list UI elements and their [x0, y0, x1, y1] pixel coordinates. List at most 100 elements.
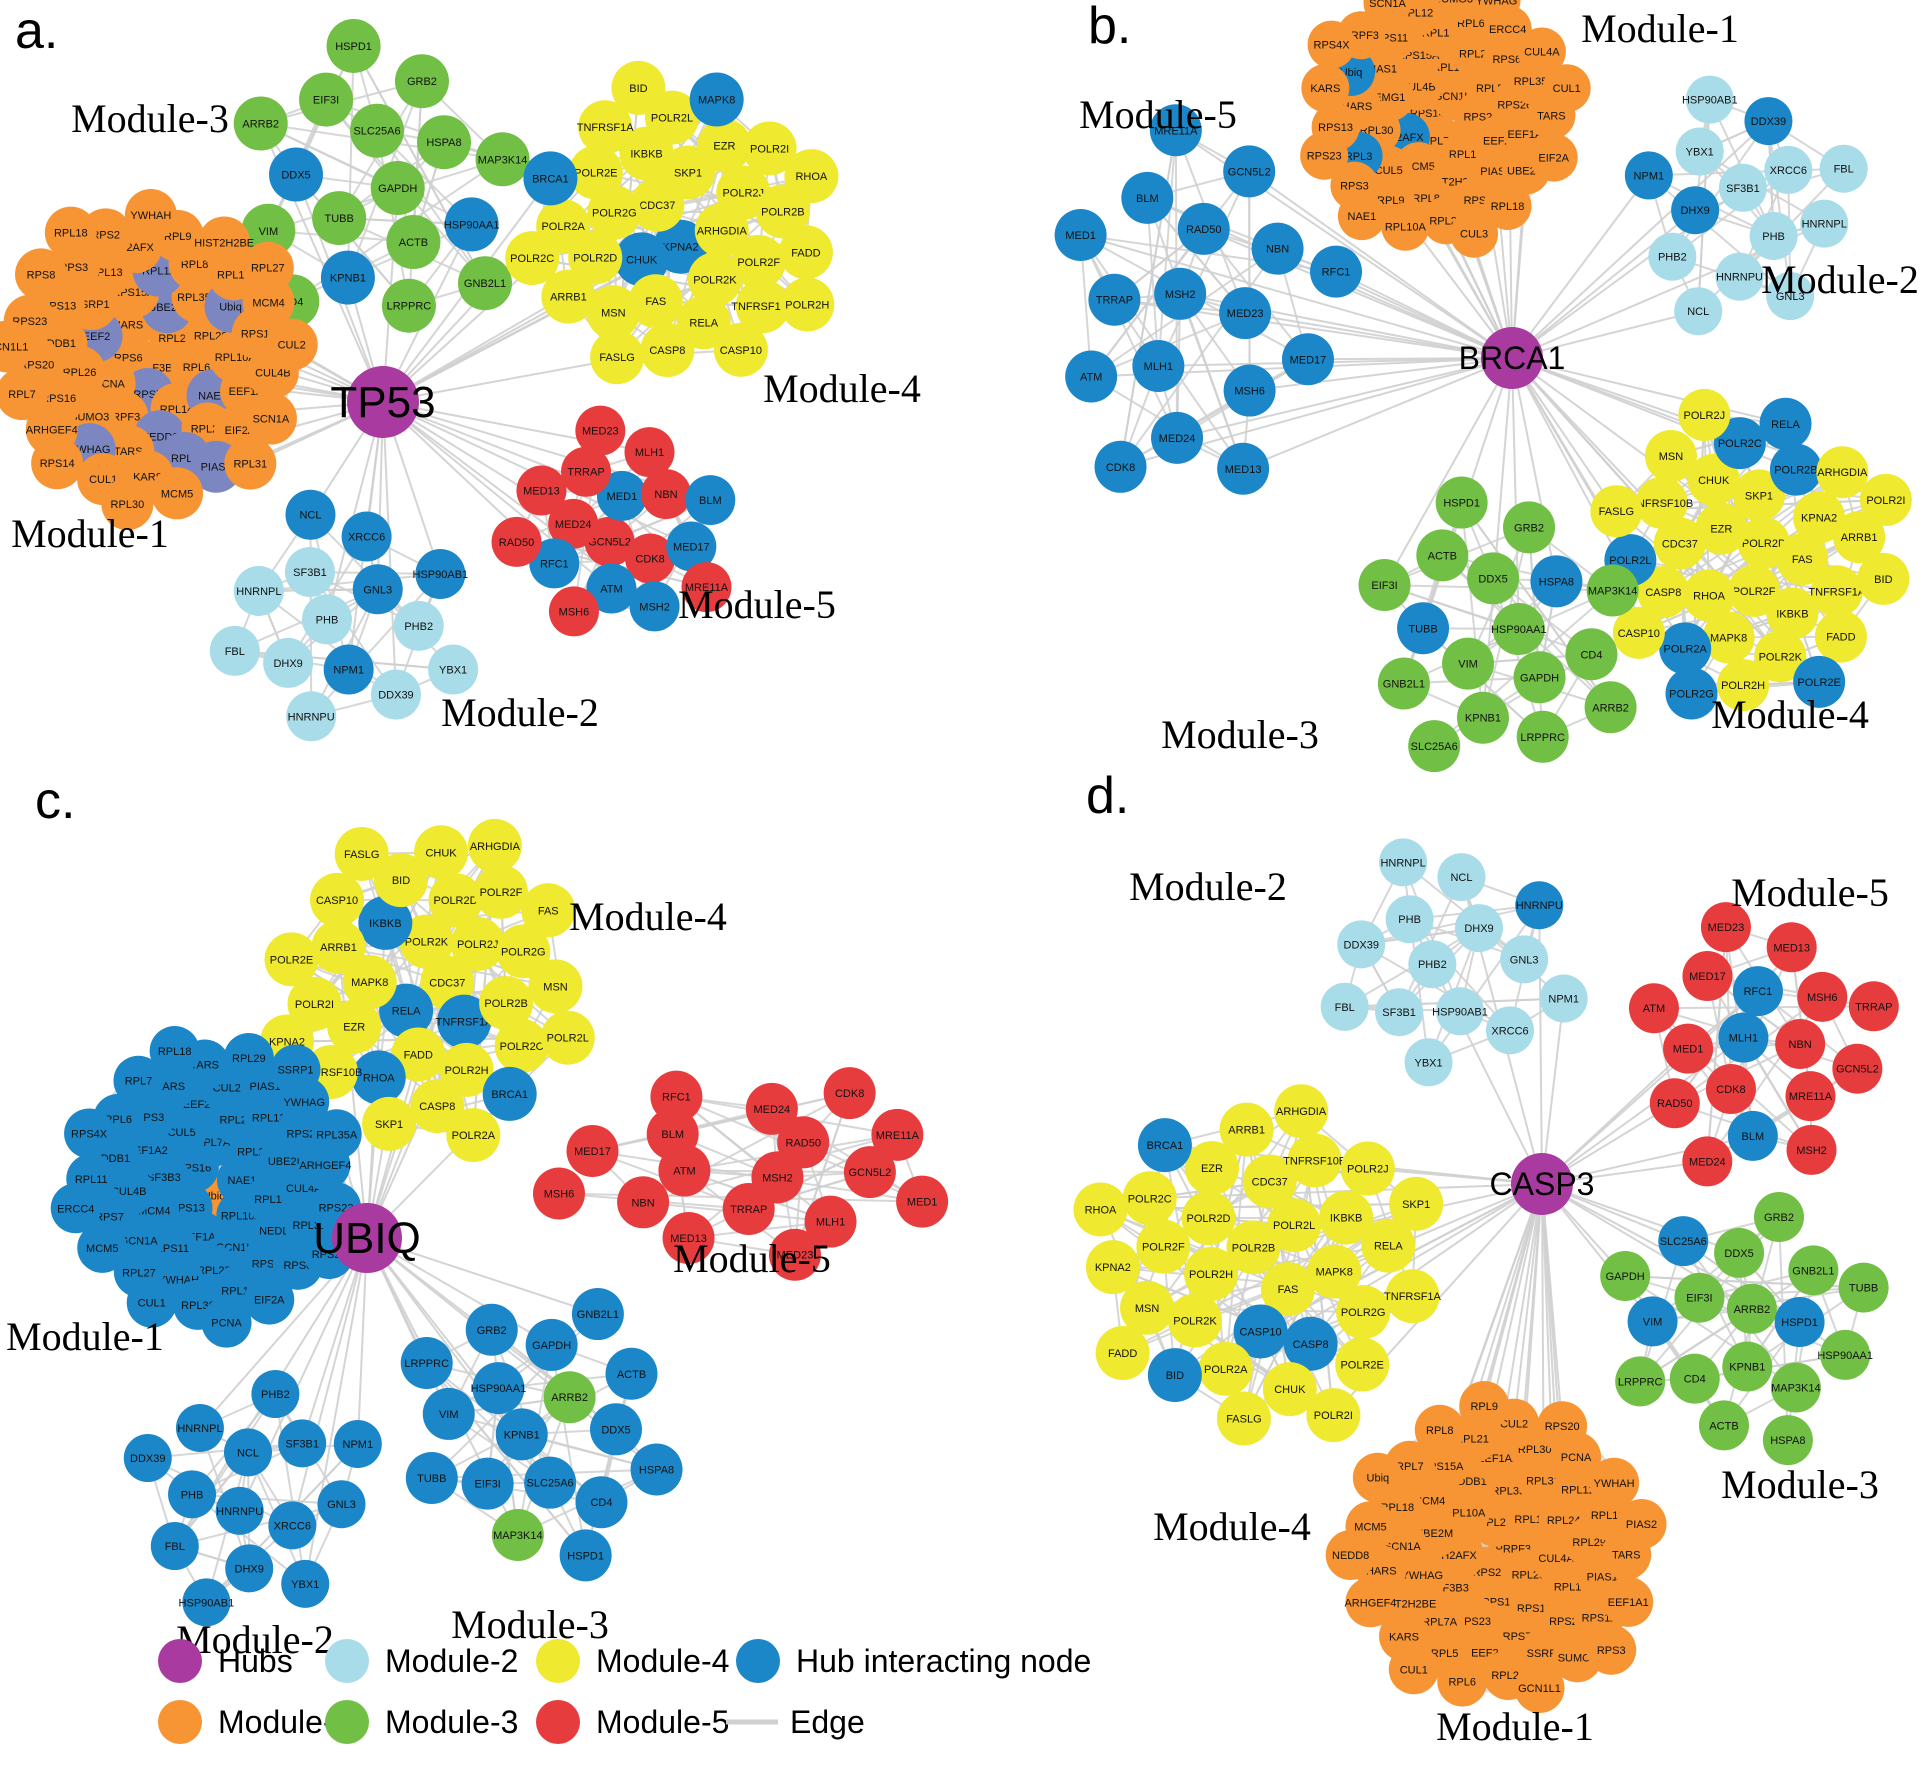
- node-FAS: FAS: [1260, 1262, 1315, 1317]
- node-RHOA: RHOA: [1683, 569, 1736, 622]
- node-VIM: VIM: [1627, 1296, 1678, 1347]
- node-circle: [662, 1211, 715, 1264]
- node-label: PHB2: [1418, 959, 1447, 971]
- node-circle: [1727, 1110, 1778, 1161]
- node-GCN5L2: GCN5L2: [1832, 1043, 1883, 1094]
- node-CUL4A: CUL4A: [1517, 27, 1566, 76]
- node-label: MLH1: [1144, 361, 1173, 373]
- node-SF3B1: SF3B1: [278, 1419, 327, 1468]
- node-ARRB1: ARRB1: [541, 269, 596, 324]
- node-circle: [1659, 622, 1712, 675]
- module-label-d-module-2: Module-2: [1129, 864, 1287, 909]
- node-CD4: CD4: [1565, 628, 1618, 681]
- node-MRE11A: MRE11A: [1785, 1071, 1836, 1122]
- node-label: POLR2F: [480, 887, 523, 899]
- node-label: HARS: [1366, 1565, 1397, 1577]
- node-circle: [333, 1419, 382, 1468]
- node-MAP3K14: MAP3K14: [1586, 564, 1639, 617]
- hub-edge: [366, 1237, 599, 1315]
- node-label: H2AFX: [1441, 1550, 1477, 1562]
- node-circle: [1586, 1624, 1637, 1675]
- node-POLR2B: POLR2B: [479, 976, 534, 1031]
- node-label: MAPK8: [698, 95, 735, 107]
- node-RFC1: RFC1: [650, 1070, 703, 1123]
- node-label: GAPDH: [378, 183, 417, 195]
- node-NBN: NBN: [641, 469, 692, 520]
- node-label: FADD: [1826, 632, 1855, 644]
- node-NPM1: NPM1: [323, 644, 374, 695]
- node-label: POLR2D: [434, 895, 478, 907]
- node-CASP8: CASP8: [1283, 1316, 1338, 1371]
- node-circle: [1732, 469, 1785, 522]
- node-label: GNL3: [1776, 291, 1805, 303]
- hub-UBIQ: UBIQ: [313, 1203, 421, 1273]
- node-MCM5: MCM5: [151, 467, 204, 520]
- node-circle: [1437, 853, 1486, 902]
- hub-edge: [366, 1237, 553, 1346]
- node-circle: [1361, 1218, 1416, 1273]
- node-circle: [1718, 163, 1767, 212]
- node-label: FAS: [645, 296, 666, 308]
- node-GCN1L1: GCN1L1: [1514, 1663, 1565, 1714]
- node-KPNB1: KPNB1: [495, 1408, 548, 1461]
- node-HNRNPL: HNRNPL: [1800, 199, 1849, 248]
- node-circle: [342, 954, 397, 1009]
- legend-item-hub-interacting-node: Hub interacting node: [736, 1639, 1091, 1683]
- node-label: POLR2L: [651, 113, 693, 125]
- node-label: PCNA: [1561, 1452, 1592, 1464]
- node-label: ARRB2: [551, 1392, 588, 1404]
- node-circle: [804, 1195, 857, 1248]
- node-circle: [521, 883, 576, 938]
- node-circle: [311, 919, 366, 974]
- node-MAPK8: MAPK8: [1307, 1244, 1362, 1299]
- node-EZR: EZR: [1695, 502, 1748, 555]
- node-circle: [233, 565, 284, 616]
- node-label: FAS: [1278, 1284, 1299, 1296]
- node-label: RFC1: [540, 558, 569, 570]
- node-label: DHX9: [273, 658, 302, 670]
- node-circle: [735, 279, 790, 334]
- module-label-b-module-4: Module-4: [1711, 692, 1869, 737]
- node-KPNB1: KPNB1: [320, 250, 375, 305]
- node-KARS: KARS: [1301, 64, 1350, 113]
- node-EEF1A1: EEF1A1: [1603, 1576, 1654, 1627]
- node-IKBKB: IKBKB: [1319, 1190, 1374, 1245]
- node-SF3B1: SF3B1: [284, 546, 335, 597]
- hub-edge: [1541, 1047, 1689, 1185]
- node-circle: [1226, 1220, 1281, 1275]
- node-circle: [268, 1501, 317, 1550]
- node-label: BRCA1: [491, 1089, 528, 1101]
- node-circle: [1513, 651, 1566, 704]
- node-POLR2G: POLR2G: [496, 924, 551, 979]
- node-circle: [1663, 1023, 1714, 1074]
- node-circle: [628, 274, 683, 329]
- module-label-a-module-5: Module-5: [678, 582, 836, 627]
- node-MED17: MED17: [666, 521, 717, 572]
- node-label: POLR2L: [547, 1033, 589, 1045]
- node-circle: [896, 1175, 949, 1228]
- node-circle: [446, 1108, 501, 1163]
- node-label: POLR2K: [693, 274, 737, 286]
- node-HNRNPU: HNRNPU: [1715, 252, 1764, 301]
- node-circle: [1184, 1141, 1239, 1196]
- node-label: HSP90AB1: [1432, 1006, 1488, 1018]
- node-label: YWHAG: [283, 1097, 325, 1109]
- node-label: MED1: [1065, 230, 1096, 242]
- node-circle: [1603, 1576, 1654, 1627]
- node-circle: [281, 1559, 330, 1608]
- node-ARHGDIA: ARHGDIA: [1274, 1084, 1329, 1139]
- node-CASP8: CASP8: [410, 1079, 465, 1134]
- node-circle: [777, 1116, 830, 1169]
- node-label: KPNB1: [1465, 713, 1501, 725]
- node-POLR2G: POLR2G: [1665, 667, 1718, 720]
- node-label: NBN: [631, 1197, 654, 1209]
- legend-item-module-3: Module-3: [325, 1700, 518, 1744]
- node-label: HSP90AA1: [1491, 624, 1547, 636]
- node-circle: [1307, 20, 1356, 69]
- node-circle: [1385, 1269, 1440, 1324]
- edge: [794, 1092, 851, 1256]
- node-label: PHB: [1762, 231, 1785, 243]
- node-circle: [1136, 1219, 1191, 1274]
- node-label: SSRP1: [277, 1065, 313, 1077]
- node-NCL: NCL: [1437, 853, 1486, 902]
